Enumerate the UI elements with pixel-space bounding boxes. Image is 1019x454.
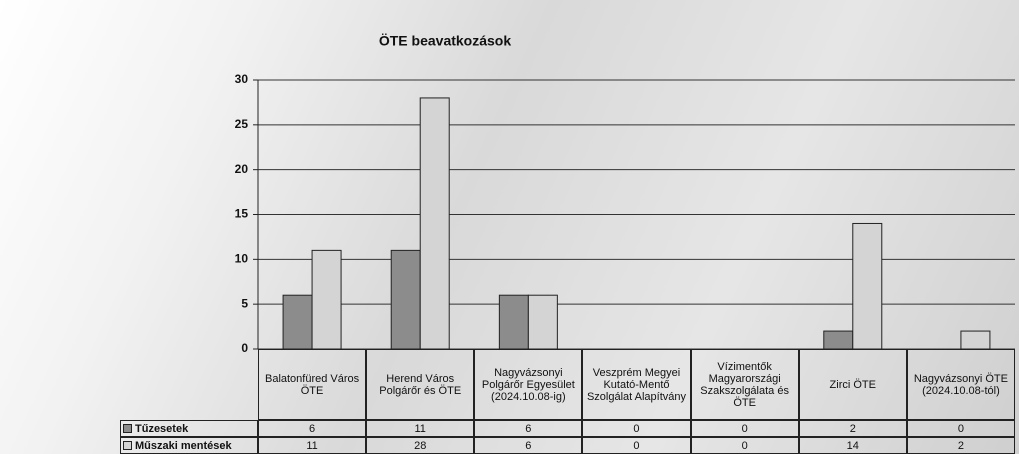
table-value: 0 [690, 437, 799, 454]
bar [527, 294, 558, 350]
bar [498, 294, 529, 350]
bar [960, 330, 991, 350]
table-value: 2 [798, 420, 907, 437]
table-value: 2 [906, 437, 1015, 454]
category-label: Vízimentők Magyarországi Szakszolgálata … [690, 349, 799, 420]
table-value: 0 [582, 437, 691, 454]
y-tick-label: 5 [241, 296, 248, 310]
bar [852, 222, 883, 350]
category-label: Nagyvázsonyi ÖTE (2024.10.08-tól) [906, 349, 1015, 420]
category-label: Veszprém Megyei Kutató-Mentő Szolgálat A… [582, 349, 691, 420]
y-tick-label: 30 [235, 72, 249, 86]
table-value: 6 [258, 420, 367, 437]
category-label: Balatonfüred Város ÖTE [258, 349, 367, 420]
table-value: 14 [798, 437, 907, 454]
category-label: Herend Város Polgárőr és ÖTE [366, 349, 475, 420]
table-value: 0 [906, 420, 1015, 437]
y-tick-label: 0 [241, 341, 248, 355]
y-tick-label: 25 [235, 117, 249, 131]
bar [390, 249, 421, 350]
legend-swatch [123, 441, 132, 450]
table-value: 11 [258, 437, 367, 454]
y-tick-label: 15 [235, 207, 249, 221]
legend-entry: Tűzesetek [120, 420, 258, 437]
legend-swatch [123, 424, 132, 433]
table-value: 6 [474, 420, 583, 437]
y-tick-label: 10 [235, 252, 249, 266]
category-label: Zirci ÖTE [798, 349, 907, 420]
table-value: 11 [366, 420, 475, 437]
bar [282, 294, 313, 350]
legend-label: Tűzesetek [135, 422, 189, 435]
y-tick-label: 20 [235, 162, 249, 176]
bar [823, 330, 854, 350]
legend-entry: Műszaki mentések [120, 437, 258, 454]
legend-label: Műszaki mentések [135, 439, 232, 452]
bar [419, 97, 450, 350]
category-label: Nagyvázsonyi Polgárőr Egyesület (2024.10… [474, 349, 583, 420]
table-value: 0 [690, 420, 799, 437]
chart-title: ÖTE beavatkozások [379, 33, 511, 49]
table-value: 6 [474, 437, 583, 454]
table-value: 28 [366, 437, 475, 454]
table-value: 0 [582, 420, 691, 437]
bar [311, 249, 342, 350]
